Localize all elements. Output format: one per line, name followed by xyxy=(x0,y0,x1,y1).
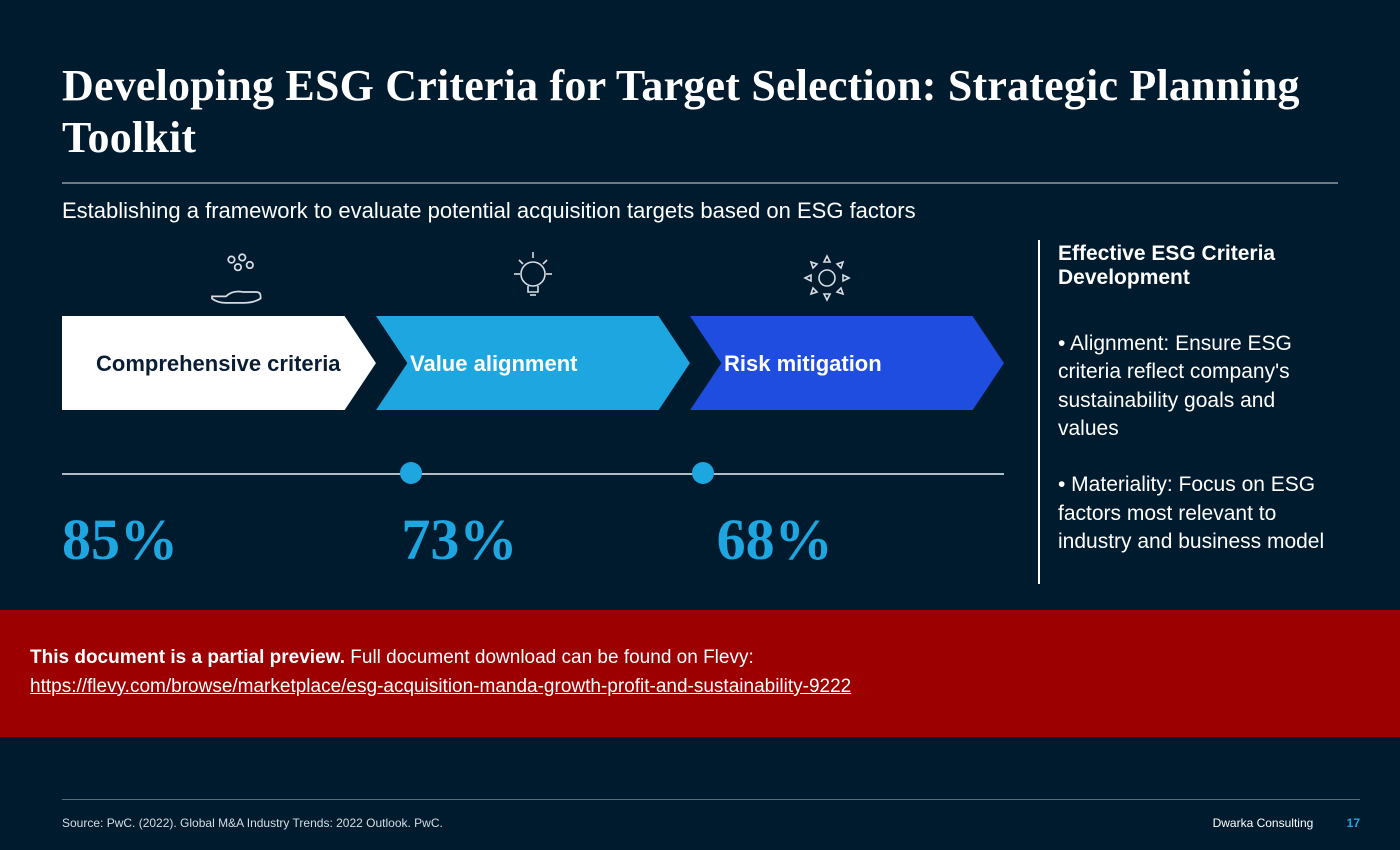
footer: Source: PwC. (2022). Global M&A Industry… xyxy=(62,799,1360,830)
lightbulb-icon xyxy=(498,248,568,308)
stat-value: 85% xyxy=(62,506,349,573)
subtitle: Establishing a framework to evaluate pot… xyxy=(62,198,1338,224)
sidebar-bullet: • Alignment: Ensure ESG criteria reflect… xyxy=(1058,330,1338,443)
timeline-dot xyxy=(400,462,422,484)
banner-link[interactable]: https://flevy.com/browse/marketplace/esg… xyxy=(30,676,851,697)
stat-value: 68% xyxy=(689,506,1004,573)
sidebar: Effective ESG Criteria Development • Ali… xyxy=(1038,240,1338,584)
chevron-label: Risk mitigation xyxy=(724,351,882,377)
stat-value: 73% xyxy=(349,506,688,573)
footer-source: Source: PwC. (2022). Global M&A Industry… xyxy=(62,816,443,830)
timeline xyxy=(62,462,1004,484)
main-column: Comprehensive criteria Value alignment R… xyxy=(62,240,1004,584)
chevron-label: Value alignment xyxy=(410,351,578,377)
chevron-label: Comprehensive criteria xyxy=(96,351,341,377)
preview-banner: This document is a partial preview. Full… xyxy=(0,610,1400,737)
sidebar-heading: Effective ESG Criteria Development xyxy=(1058,242,1338,290)
hand-coins-icon xyxy=(204,248,274,308)
banner-prefix: This document is a partial preview. xyxy=(30,647,345,668)
footer-consultancy: Dwarka Consulting xyxy=(1213,816,1314,830)
stats-row: 85% 73% 68% xyxy=(62,506,1004,573)
timeline-dot xyxy=(692,462,714,484)
gear-icon xyxy=(792,248,862,308)
chevron-row: Comprehensive criteria Value alignment R… xyxy=(62,316,1004,412)
banner-rest: Full document download can be found on F… xyxy=(345,647,754,668)
sidebar-bullet: • Materiality: Focus on ESG factors most… xyxy=(1058,471,1338,556)
title-divider xyxy=(62,182,1338,184)
page-title: Developing ESG Criteria for Target Selec… xyxy=(62,60,1338,164)
page-number: 17 xyxy=(1347,816,1360,830)
